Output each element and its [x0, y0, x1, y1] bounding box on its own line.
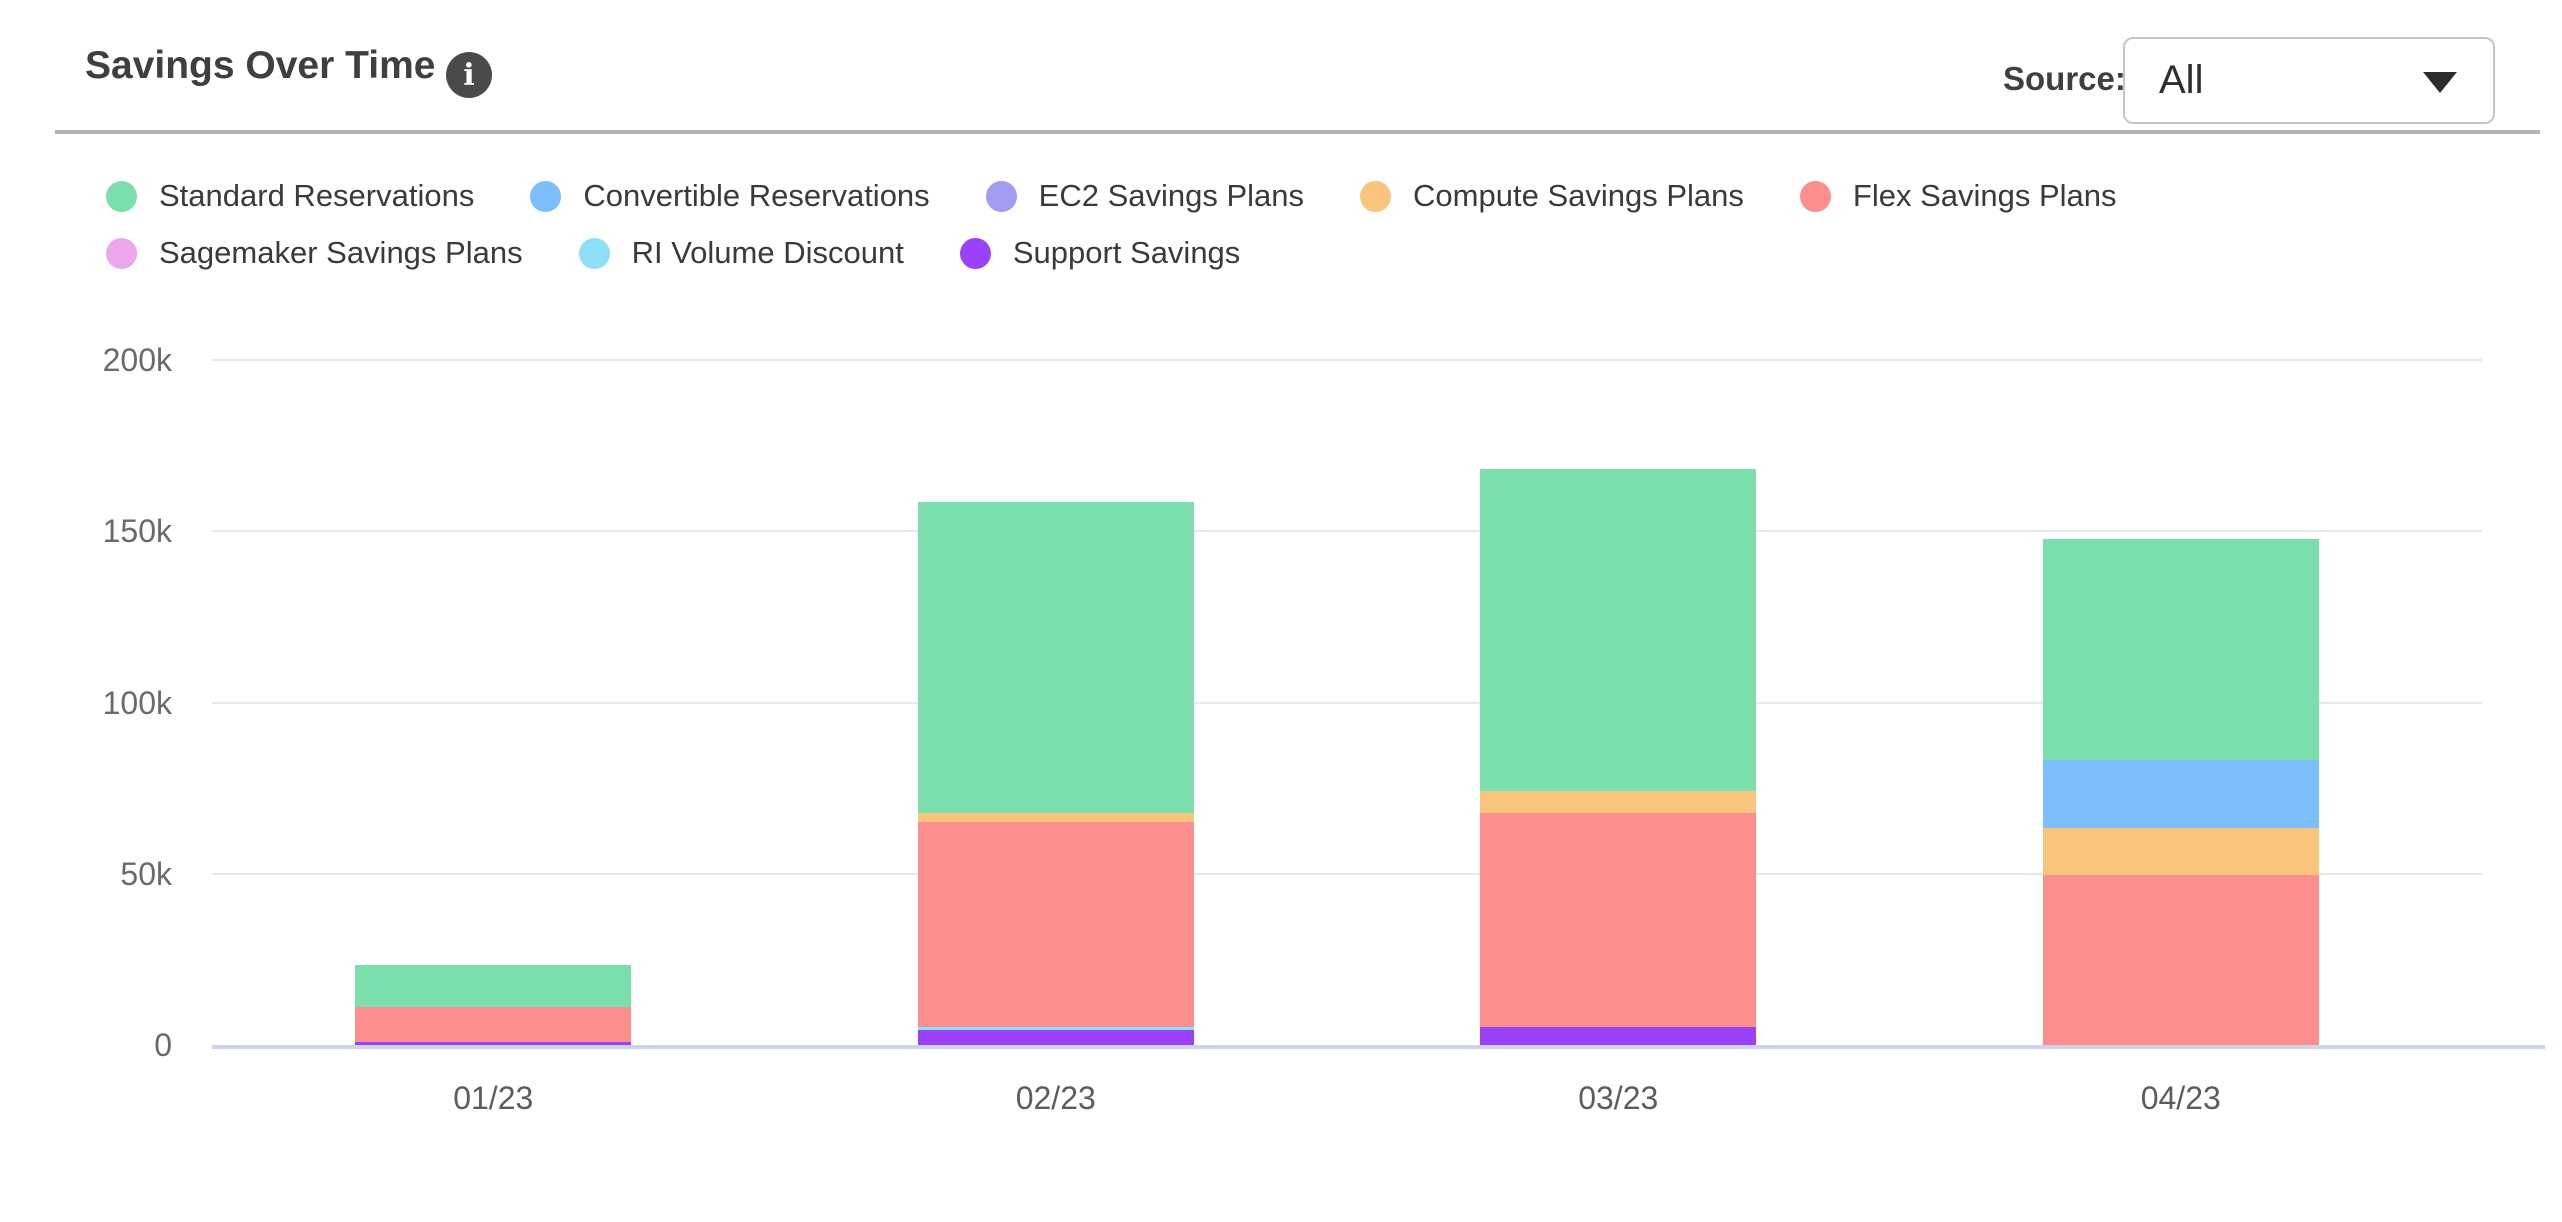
gridline [212, 701, 2482, 704]
gridline [212, 872, 2482, 875]
legend-swatch-icon [530, 180, 562, 212]
legend-label: Flex Savings Plans [1852, 178, 2117, 213]
bar-segment-02-23-compute-savings-plans[interactable] [917, 812, 1194, 822]
source-select-value: All [2159, 58, 2204, 102]
legend-row: Sagemaker Savings Plans RI Volume Discoun… [106, 233, 2173, 273]
legend-label: Support Savings [1012, 235, 1241, 270]
page-title: Savings Over Time [85, 44, 436, 87]
bar-segment-01-23-standard-reservations[interactable] [355, 964, 632, 1007]
bar-segment-04-23-convertible-reservations[interactable] [2042, 760, 2319, 828]
legend-label: Sagemaker Savings Plans [159, 235, 523, 270]
y-axis-label: 150k [102, 513, 172, 550]
bar-segment-02-23-flex-savings-plans[interactable] [917, 821, 1194, 1027]
y-axis-label: 50k [120, 855, 172, 892]
legend-swatch-icon [106, 237, 137, 269]
bar-segment-01-23-flex-savings-plans[interactable] [355, 1006, 632, 1043]
legend-item-ec2-savings-plans[interactable]: EC2 Savings Plans [985, 178, 1305, 214]
x-axis-label: 02/23 [1015, 1080, 1096, 1116]
bar-segment-03-23-compute-savings-plans[interactable] [1480, 790, 1757, 814]
info-icon-glyph: i [463, 57, 475, 93]
legend-swatch-icon [985, 180, 1017, 212]
bar-segment-03-23-support-savings[interactable] [1480, 1026, 1757, 1045]
y-axis-label: 0 [154, 1027, 172, 1063]
legend-item-ri-volume-discount[interactable]: RI Volume Discount [578, 235, 904, 271]
legend-item-standard-reservations[interactable]: Standard Reservations [106, 178, 474, 214]
legend-swatch-icon [959, 237, 991, 269]
chevron-down-icon [2423, 72, 2457, 93]
legend-label: Standard Reservations [159, 178, 475, 213]
bar-segment-02-23-standard-reservations[interactable] [917, 502, 1194, 813]
x-axis-label: 01/23 [453, 1080, 534, 1116]
legend-item-sagemaker-savings-plans[interactable]: Sagemaker Savings Plans [106, 235, 523, 271]
legend-swatch-icon [1360, 180, 1392, 212]
legend-item-support-savings[interactable]: Support Savings [959, 235, 1241, 271]
header-divider [55, 130, 2540, 134]
legend-label: Compute Savings Plans [1413, 178, 1744, 213]
gridline [212, 359, 2482, 361]
legend-swatch-icon [578, 237, 610, 269]
legend-label: RI Volume Discount [631, 235, 904, 270]
legend-item-convertible-reservations[interactable]: Convertible Reservations [530, 178, 930, 214]
legend-swatch-icon [106, 180, 137, 212]
legend-item-compute-savings-plans[interactable]: Compute Savings Plans [1360, 178, 1744, 214]
legend-item-flex-savings-plans[interactable]: Flex Savings Plans [1799, 178, 2117, 214]
bar-segment-03-23-standard-reservations[interactable] [1480, 468, 1757, 791]
legend-label: Convertible Reservations [583, 178, 930, 213]
y-axis-label: 100k [102, 684, 172, 721]
bar-segment-02-23-support-savings[interactable] [917, 1029, 1194, 1045]
bar-segment-02-23-ri-volume-discount[interactable] [917, 1026, 1194, 1030]
bar-segment-04-23-compute-savings-plans[interactable] [2042, 827, 2319, 876]
legend-row: Standard Reservations Convertible Reserva… [106, 176, 2173, 216]
bar-segment-03-23-flex-savings-plans[interactable] [1480, 813, 1757, 1027]
y-axis-label: 200k [102, 342, 172, 378]
legend-label: EC2 Savings Plans [1038, 178, 1305, 213]
legend-swatch-icon [1799, 180, 1831, 212]
bar-segment-01-23-support-savings[interactable] [355, 1042, 632, 1045]
x-axis-label: 03/23 [1578, 1080, 1659, 1116]
bar-segment-04-23-flex-savings-plans[interactable] [2042, 875, 2319, 1045]
gridline [212, 530, 2482, 533]
source-select[interactable]: All [2123, 37, 2495, 124]
bar-segment-04-23-standard-reservations[interactable] [2042, 539, 2319, 761]
x-axis-line [212, 1045, 2545, 1049]
source-label: Source: [2003, 60, 2126, 97]
x-axis-label: 04/23 [2140, 1080, 2221, 1116]
chart-legend: Standard Reservations Convertible Reserva… [106, 176, 2173, 290]
info-icon[interactable]: i [446, 52, 492, 98]
